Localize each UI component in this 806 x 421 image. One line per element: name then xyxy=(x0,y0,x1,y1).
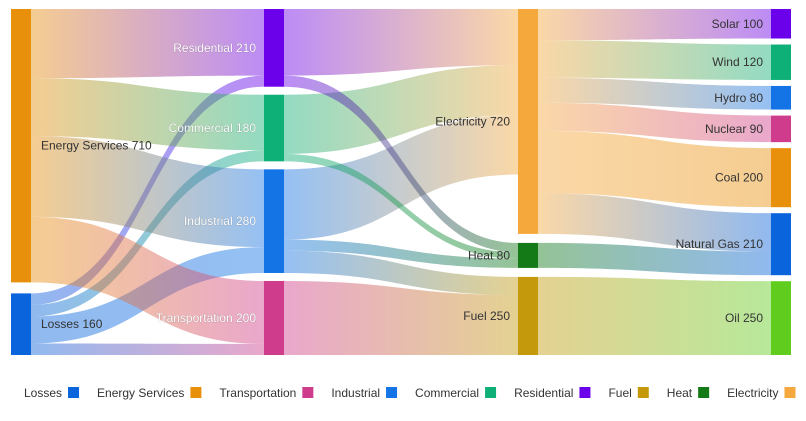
legend-label-transportation: Transportation xyxy=(219,386,296,400)
node-label-energy-services: Energy Services 710 xyxy=(41,139,152,153)
node-label-heat: Heat 80 xyxy=(468,248,510,262)
link-electricity-commercial[interactable] xyxy=(284,65,518,154)
link-industrial-energy_services[interactable] xyxy=(31,136,264,248)
node-label-fuel: Fuel 250 xyxy=(463,309,510,323)
legend-swatch-residential[interactable] xyxy=(579,387,591,398)
node-commercial[interactable] xyxy=(264,94,284,162)
link-commercial-losses[interactable] xyxy=(31,150,264,317)
node-label-solar: Solar 100 xyxy=(712,17,764,31)
legend-swatch-fuel[interactable] xyxy=(637,387,649,398)
node-label-residential: Residential 210 xyxy=(173,41,256,55)
node-hydro[interactable] xyxy=(771,85,791,110)
link-transportation-energy_services[interactable] xyxy=(31,216,264,344)
legend: Losses Energy Services Transportation Indus… xyxy=(24,386,796,400)
legend-label-heat: Heat xyxy=(667,386,693,400)
node-label-nuclear: Nuclear 90 xyxy=(705,122,763,136)
node-wind[interactable] xyxy=(771,44,791,80)
node-transportation[interactable] xyxy=(264,280,284,355)
link-fuel-industrial[interactable] xyxy=(284,250,518,295)
link-wind-electricity[interactable] xyxy=(538,40,771,80)
legend-label-electricity: Electricity xyxy=(727,386,778,400)
link-commercial-energy_services[interactable] xyxy=(31,78,264,151)
node-industrial[interactable] xyxy=(264,169,284,273)
node-coal[interactable] xyxy=(771,148,791,208)
node-label-industrial: Industrial 280 xyxy=(184,214,256,228)
link-electricity-residential[interactable] xyxy=(284,9,518,76)
node-label-electricity: Electricity 720 xyxy=(435,114,510,128)
legend-label-industrial: Industrial xyxy=(331,386,380,400)
node-label-coal: Coal 200 xyxy=(715,171,763,185)
link-natural_gas-electricity[interactable] xyxy=(538,193,771,252)
sankey-node-labels: Energy Services 710 Losses 160 Residential… xyxy=(41,17,763,331)
node-nuclear[interactable] xyxy=(771,115,791,143)
node-heat[interactable] xyxy=(518,242,538,268)
legend-swatch-transportation[interactable] xyxy=(302,387,314,398)
node-solar[interactable] xyxy=(771,9,791,39)
link-nuclear-electricity[interactable] xyxy=(538,102,771,143)
legend-label-energy-services: Energy Services xyxy=(97,386,184,400)
link-residential-energy_services[interactable] xyxy=(31,9,264,79)
node-label-losses: Losses 160 xyxy=(41,317,103,331)
legend-label-losses: Losses xyxy=(24,386,62,400)
sankey-links xyxy=(31,9,771,355)
link-heat-industrial[interactable] xyxy=(284,239,518,268)
legend-swatch-commercial[interactable] xyxy=(485,387,497,398)
node-oil[interactable] xyxy=(771,281,791,355)
legend-swatch-heat[interactable] xyxy=(698,387,710,398)
link-fuel-transportation[interactable] xyxy=(284,280,518,355)
link-oil-fuel[interactable] xyxy=(538,276,771,355)
legend-label-fuel: Fuel xyxy=(608,386,631,400)
node-fuel[interactable] xyxy=(518,276,538,355)
node-natural-gas[interactable] xyxy=(771,213,791,276)
legend-swatch-electricity[interactable] xyxy=(784,387,796,398)
link-heat-commercial[interactable] xyxy=(284,153,518,259)
node-losses[interactable] xyxy=(11,293,31,355)
legend-swatch-energy-services[interactable] xyxy=(190,387,202,398)
node-label-natural-gas: Natural Gas 210 xyxy=(676,237,764,251)
node-label-wind: Wind 120 xyxy=(712,55,763,69)
node-label-commercial: Commercial 180 xyxy=(169,121,257,135)
link-heat-residential[interactable] xyxy=(284,75,518,253)
legend-label-residential: Residential xyxy=(514,386,573,400)
link-coal-electricity[interactable] xyxy=(538,130,771,208)
node-label-hydro: Hydro 80 xyxy=(714,91,763,105)
link-solar-electricity[interactable] xyxy=(538,9,771,41)
node-residential[interactable] xyxy=(264,9,284,87)
link-hydro-electricity[interactable] xyxy=(538,77,771,110)
node-label-transportation: Transportation 200 xyxy=(156,311,257,325)
node-electricity[interactable] xyxy=(518,9,538,234)
sankey-nodes xyxy=(11,9,791,355)
legend-swatch-industrial[interactable] xyxy=(386,387,398,398)
node-energy-services[interactable] xyxy=(11,9,31,283)
link-natural_gas-heat[interactable] xyxy=(538,242,771,276)
node-label-oil: Oil 250 xyxy=(725,311,763,325)
link-transportation-losses[interactable] xyxy=(31,343,264,355)
legend-swatch-losses[interactable] xyxy=(68,387,80,398)
link-electricity-industrial[interactable] xyxy=(284,115,518,240)
legend-label-commercial: Commercial xyxy=(415,386,479,400)
